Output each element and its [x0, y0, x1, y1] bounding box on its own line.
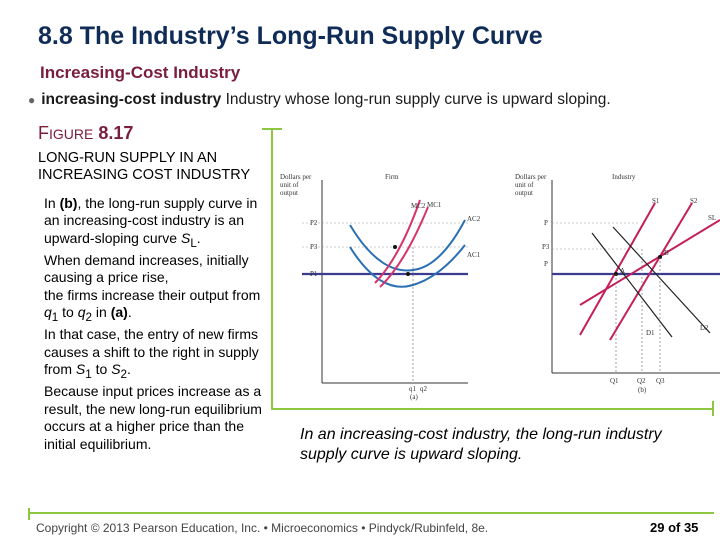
figure-label-first: F — [38, 123, 49, 143]
industry-q-label: Q1 — [610, 377, 619, 385]
mc1-label: MC1 — [427, 201, 442, 209]
industry-panel: Dollars per unit of output Industry P P3… — [515, 173, 720, 394]
figure-caption: LONG-RUN SUPPLY IN AN INCREASING COST IN… — [38, 150, 250, 184]
definition: ● increasing-cost industry Industry whose… — [28, 91, 611, 109]
figure-caption-line: INCREASING COST INDUSTRY — [38, 167, 251, 183]
ac2-curve — [349, 219, 466, 272]
industry-panel-label: (b) — [638, 386, 647, 394]
definition-text: Industry whose long-run supply curve is … — [221, 91, 611, 108]
s2-curve — [609, 202, 693, 341]
s2-label: S2 — [690, 197, 698, 205]
firm-ylabel: Dollars per — [280, 173, 312, 181]
explanation-para: When demand increases, initially causing… — [44, 252, 249, 286]
supply-diagram: Dollars per unit of output Firm P2 P3 P1… — [280, 173, 720, 401]
firm-panel: Dollars per unit of output Firm P2 P3 P1… — [280, 173, 481, 401]
industry-ylabel: Dollars per — [515, 173, 547, 181]
d1-label: D1 — [646, 329, 655, 337]
point-b-label: B — [664, 249, 669, 257]
explanation-para: Because input prices increase as a resul… — [44, 383, 262, 452]
s1-curve — [579, 202, 656, 336]
industry-ylabel: output — [515, 189, 533, 197]
ac1-curve — [349, 244, 466, 288]
firm-q-label: q2 — [420, 385, 428, 393]
industry-price-label: P — [544, 219, 548, 227]
industry-title: Industry — [612, 173, 636, 181]
explanation-para: In that case, the entry of new firms cau… — [44, 326, 259, 382]
d1-curve — [591, 232, 673, 338]
industry-q-label: Q3 — [656, 377, 665, 385]
figure-caption-line: LONG-RUN SUPPLY IN AN — [38, 150, 218, 166]
firm-ylabel: unit of — [280, 181, 299, 189]
bracket-line — [271, 408, 713, 410]
mc2-curve — [374, 199, 421, 284]
figure-label-rest: IGURE — [49, 126, 94, 142]
industry-q-label: Q2 — [637, 377, 646, 385]
footer-rule — [28, 512, 714, 514]
copyright-footer: Copyright © 2013 Pearson Education, Inc.… — [36, 521, 489, 535]
sl-label: SL — [708, 214, 716, 222]
firm-price-label: P3 — [310, 243, 318, 251]
ac1-label: AC1 — [467, 251, 481, 259]
s1-label: S1 — [652, 197, 660, 205]
page-number: 29 of 35 — [650, 520, 699, 535]
firm-point — [393, 245, 397, 249]
industry-price-label: P — [544, 260, 548, 268]
definition-term: increasing-cost industry — [41, 91, 222, 108]
figure-number: 8.17 — [98, 123, 134, 143]
point-a-label: A — [620, 267, 625, 275]
slide-title: 8.8 The Industry’s Long-Run Supply Curve — [38, 22, 543, 50]
d2-curve — [612, 226, 711, 334]
d2-label: D2 — [700, 324, 709, 332]
summary-note: In an increasing-cost industry, the long… — [300, 426, 662, 463]
firm-price-label: P2 — [310, 219, 318, 227]
firm-ylabel: output — [280, 189, 298, 197]
explanation-para: the firms increase their output from q1 … — [44, 286, 261, 325]
industry-price-label: P3 — [542, 243, 550, 251]
industry-ylabel: unit of — [515, 181, 534, 189]
firm-price-label: P1 — [310, 270, 318, 278]
slide-subtitle: Increasing-Cost Industry — [40, 63, 241, 82]
bracket-line — [712, 401, 714, 416]
bracket-line — [271, 128, 273, 410]
ac2-label: AC2 — [467, 215, 481, 223]
footer-rule-tick — [28, 508, 30, 520]
firm-title: Firm — [385, 173, 399, 181]
firm-q-label: q1 — [409, 385, 417, 393]
figure-label: FIGURE 8.17 — [38, 123, 133, 144]
sl-curve — [579, 219, 720, 306]
mc2-label: MC2 — [411, 202, 426, 210]
firm-point — [406, 272, 410, 276]
explanation-text: In (b), the long-run supply curve in an … — [44, 195, 272, 453]
explanation-para: In (b), the long-run supply curve in an … — [44, 195, 258, 250]
mc1-curve — [379, 206, 429, 288]
firm-panel-label: (a) — [410, 393, 418, 401]
bullet-icon: ● — [28, 93, 36, 107]
